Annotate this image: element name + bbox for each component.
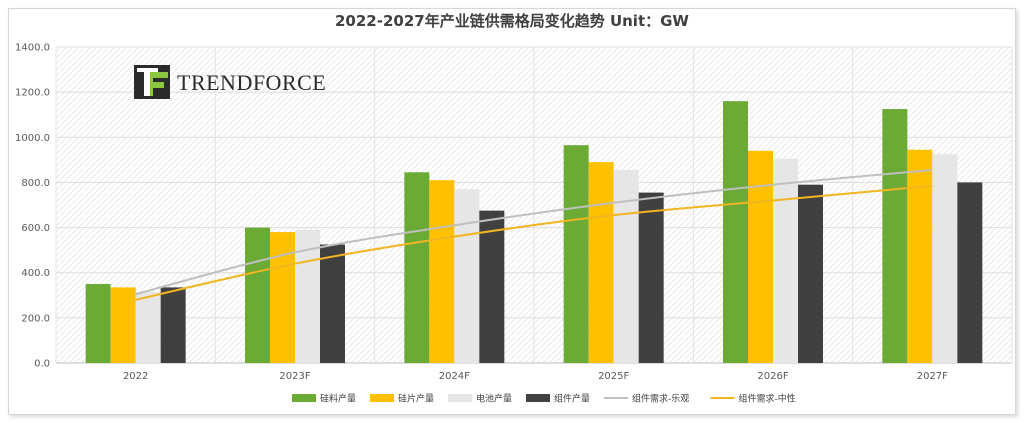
legend-label: 组件产量 — [554, 393, 590, 405]
bar — [588, 162, 614, 363]
bar — [320, 244, 345, 363]
bar — [907, 149, 933, 363]
logo-mark-t — [137, 68, 158, 96]
bar — [404, 172, 430, 363]
bar — [454, 189, 480, 363]
bar — [563, 145, 589, 363]
y-tick-label: 200.0 — [21, 313, 50, 324]
legend-label: 组件需求-中性 — [739, 393, 796, 405]
legend-label: 电池产量 — [476, 393, 512, 405]
bar — [723, 101, 748, 364]
y-tick-label: 600.0 — [21, 223, 50, 234]
bar — [798, 184, 823, 363]
legend-label: 硅料产量 — [320, 393, 356, 405]
series-line — [135, 184, 933, 301]
bar — [245, 227, 270, 363]
y-tick-label: 800.0 — [21, 178, 50, 189]
x-tick-label: 2022 — [123, 371, 148, 382]
x-tick-label: 2027F — [917, 371, 948, 382]
bar — [270, 232, 295, 363]
logo-text: TRENDFORCE — [177, 70, 326, 95]
x-tick-label: 2025F — [598, 371, 629, 382]
bar — [932, 154, 958, 363]
legend-swatch — [292, 394, 316, 402]
bars — [85, 101, 983, 364]
legend: 硅料产量 硅片产量 电池产量 组件产量 组件需求-乐观 组件需求-中性 — [292, 393, 796, 405]
bar — [882, 109, 908, 363]
y-tick-label: 1200.0 — [15, 88, 50, 99]
series-line — [135, 169, 933, 296]
y-axis: 0.0 200.0 400.0 600.0 800.0 1000.0 1200.0 1400.… — [15, 43, 50, 370]
x-axis: 2022 2023F 2024F 2025F 2026F 2027F — [123, 371, 948, 382]
x-tick-label: 2026F — [757, 371, 788, 382]
chart-title: 2022-2027年产业链供需格局变化趋势 Unit：GW — [335, 12, 689, 30]
x-tick-label: 2023F — [279, 371, 310, 382]
bar — [160, 287, 186, 363]
bar — [479, 210, 505, 363]
y-tick-label: 1400.0 — [15, 43, 50, 54]
x-tick-label: 2024F — [439, 371, 470, 382]
logo-mark-accent — [146, 72, 168, 96]
legend-label: 硅片产量 — [398, 393, 434, 405]
bar — [638, 192, 664, 363]
trendforce-logo: TRENDFORCE — [134, 65, 326, 99]
legend-label: 组件需求-乐观 — [632, 393, 689, 405]
bar — [957, 182, 983, 363]
bar — [135, 291, 161, 363]
bar — [773, 158, 798, 363]
series-lines — [135, 169, 933, 301]
y-tick-label: 0.0 — [34, 359, 50, 370]
legend-swatch — [448, 394, 472, 402]
bar — [613, 170, 639, 363]
legend-swatch — [526, 394, 550, 402]
legend-swatch — [370, 394, 394, 402]
y-tick-label: 400.0 — [21, 268, 50, 279]
y-tick-label: 1000.0 — [15, 133, 50, 144]
bar — [748, 150, 773, 363]
bar — [110, 287, 136, 363]
bar — [429, 180, 455, 363]
bar — [85, 284, 111, 363]
